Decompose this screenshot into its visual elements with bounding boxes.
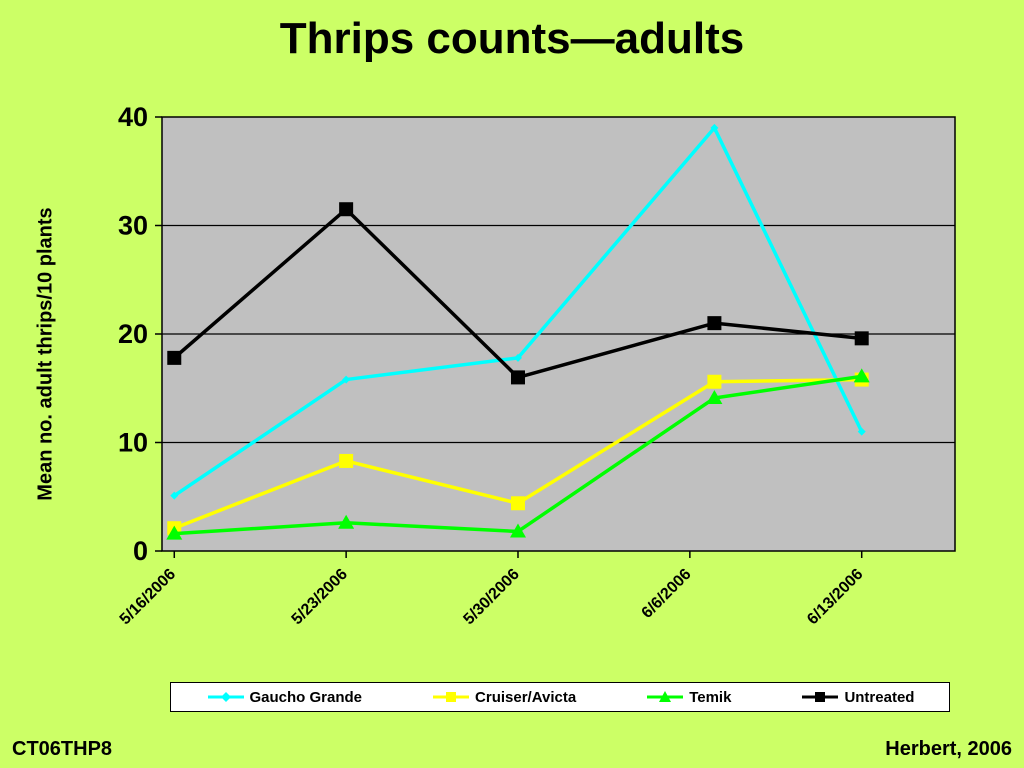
data-point-gaucho-grande-1 [342, 375, 351, 384]
legend-key-untreated [802, 692, 839, 702]
x-tick-label-3: 6/6/2006 [639, 566, 695, 622]
data-point-untreated-4 [854, 331, 869, 346]
legend-key-gaucho-grande [207, 692, 244, 702]
legend-entry-gaucho-grande: Gaucho Grande [206, 688, 363, 706]
x-tick-label-0: 5/16/2006 [117, 566, 179, 628]
x-tick-label-1: 5/23/2006 [289, 566, 351, 628]
x-tick-label-4: 6/13/2006 [804, 566, 866, 628]
data-point-temik-2 [509, 523, 526, 538]
slide-code: CT06THP8 [12, 738, 113, 760]
data-point-temik-0 [166, 525, 183, 540]
y-tick-label-30: 30 [118, 211, 148, 241]
legend-label-gaucho-grande: Gaucho Grande [249, 688, 363, 706]
legend-label-cruiser-avicta: Cruiser/Avicta [475, 688, 577, 706]
legend-entry-untreated: Untreated [800, 689, 914, 706]
legend-key-cruiser-avicta [433, 692, 470, 702]
legend-label-temik: Temik [689, 688, 732, 706]
legend-label-untreated: Untreated [844, 688, 915, 706]
data-point-temik-4 [853, 368, 870, 383]
y-tick-label-20: 20 [118, 319, 148, 349]
data-point-untreated-1 [339, 202, 354, 217]
data-point-untreated-2 [510, 370, 525, 385]
data-point-temik-3 [706, 390, 723, 405]
data-point-gaucho-grande-2 [513, 353, 522, 362]
data-point-gaucho-grande-3 [710, 123, 719, 132]
slide-credit: Herbert, 2006 [885, 738, 1012, 760]
data-point-gaucho-grande-4 [857, 427, 866, 436]
y-tick-label-10: 10 [118, 428, 148, 458]
y-tick-label-40: 40 [118, 102, 148, 132]
data-point-untreated-0 [167, 350, 182, 365]
legend-entry-cruiser-avicta: Cruiser/Avicta [431, 689, 576, 706]
data-point-cruiser-avicta-1 [339, 453, 354, 468]
data-point-gaucho-grande-0 [170, 491, 179, 500]
data-point-temik-1 [338, 514, 355, 529]
chart-legend: Gaucho Grande Cruiser/Avicta Temik Untre… [170, 682, 950, 712]
y-tick-label-0: 0 [133, 536, 148, 566]
x-tick-label-2: 5/30/2006 [460, 566, 522, 628]
data-point-untreated-3 [707, 316, 722, 331]
legend-key-temik [647, 691, 684, 702]
data-point-cruiser-avicta-3 [707, 374, 722, 389]
data-point-cruiser-avicta-2 [510, 496, 525, 511]
legend-entry-temik: Temik [645, 689, 731, 706]
chart-title: Thrips counts—adults [279, 14, 745, 63]
